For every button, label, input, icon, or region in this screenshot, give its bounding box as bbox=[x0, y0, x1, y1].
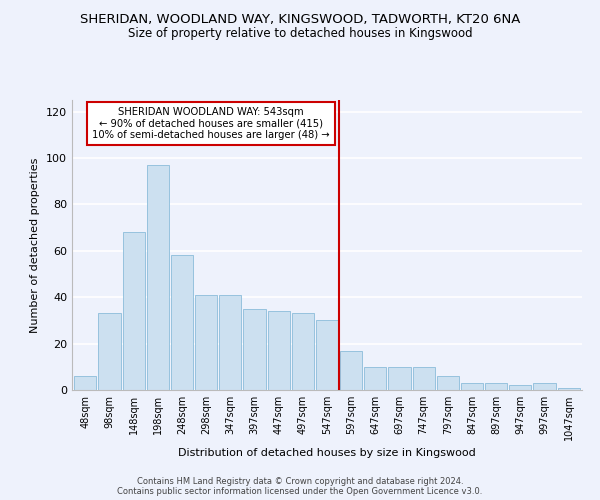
Bar bbox=[244, 309, 266, 390]
Bar bbox=[461, 383, 483, 390]
Text: Distribution of detached houses by size in Kingswood: Distribution of detached houses by size … bbox=[178, 448, 476, 458]
Bar bbox=[509, 386, 532, 390]
Bar bbox=[268, 311, 290, 390]
Bar bbox=[533, 383, 556, 390]
Y-axis label: Number of detached properties: Number of detached properties bbox=[31, 158, 40, 332]
Bar bbox=[437, 376, 459, 390]
Bar bbox=[340, 350, 362, 390]
Bar bbox=[485, 383, 508, 390]
Bar bbox=[388, 367, 410, 390]
Bar bbox=[195, 295, 217, 390]
Bar bbox=[219, 295, 241, 390]
Text: Contains public sector information licensed under the Open Government Licence v3: Contains public sector information licen… bbox=[118, 486, 482, 496]
Text: SHERIDAN WOODLAND WAY: 543sqm
← 90% of detached houses are smaller (415)
10% of : SHERIDAN WOODLAND WAY: 543sqm ← 90% of d… bbox=[92, 107, 330, 140]
Bar bbox=[316, 320, 338, 390]
Bar bbox=[98, 314, 121, 390]
Bar bbox=[292, 314, 314, 390]
Text: Size of property relative to detached houses in Kingswood: Size of property relative to detached ho… bbox=[128, 28, 472, 40]
Bar bbox=[364, 367, 386, 390]
Bar bbox=[146, 165, 169, 390]
Text: SHERIDAN, WOODLAND WAY, KINGSWOOD, TADWORTH, KT20 6NA: SHERIDAN, WOODLAND WAY, KINGSWOOD, TADWO… bbox=[80, 12, 520, 26]
Bar bbox=[74, 376, 97, 390]
Bar bbox=[557, 388, 580, 390]
Bar bbox=[413, 367, 435, 390]
Bar bbox=[171, 256, 193, 390]
Text: Contains HM Land Registry data © Crown copyright and database right 2024.: Contains HM Land Registry data © Crown c… bbox=[137, 476, 463, 486]
Bar bbox=[122, 232, 145, 390]
